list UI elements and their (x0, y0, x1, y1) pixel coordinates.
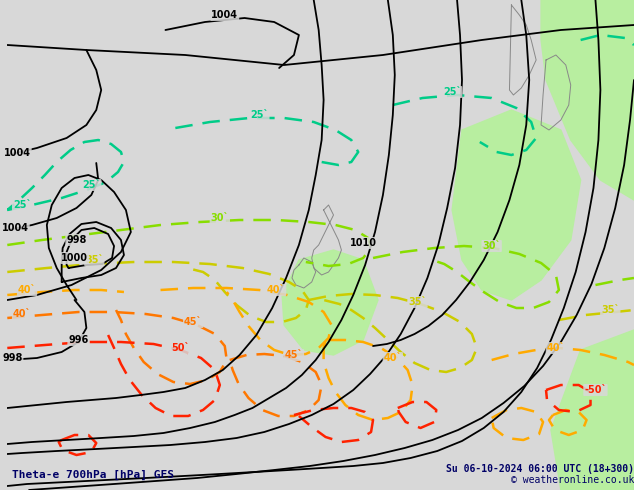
Text: 998: 998 (67, 235, 87, 245)
Text: 25`: 25` (13, 200, 31, 210)
Text: 30`: 30` (482, 241, 501, 251)
Polygon shape (282, 250, 378, 355)
Text: Su 06-10-2024 06:00 UTC (18+300): Su 06-10-2024 06:00 UTC (18+300) (446, 464, 634, 474)
Text: 50`: 50` (171, 343, 190, 353)
Text: 25`: 25` (82, 180, 101, 190)
Text: 1004: 1004 (211, 10, 238, 20)
Text: 1010: 1010 (350, 238, 377, 248)
Text: © weatheronline.co.uk: © weatheronline.co.uk (510, 475, 634, 485)
Text: 35`: 35` (85, 255, 103, 265)
Text: 1004: 1004 (4, 148, 30, 158)
Text: 45`: 45` (285, 350, 303, 360)
Polygon shape (452, 110, 581, 300)
Text: 40`: 40` (267, 285, 285, 295)
Text: -50`: -50` (585, 385, 607, 395)
Polygon shape (541, 0, 634, 200)
Text: 996: 996 (68, 335, 89, 345)
Text: 30`: 30` (210, 213, 229, 223)
Text: 40`: 40` (384, 353, 402, 363)
Text: 25`: 25` (443, 87, 462, 97)
Text: 40`: 40` (13, 309, 31, 319)
Text: Theta-e 700hPa [hPa] GFS: Theta-e 700hPa [hPa] GFS (12, 470, 174, 480)
Polygon shape (551, 330, 634, 490)
Text: 35`: 35` (408, 297, 427, 307)
Text: 35`: 35` (601, 305, 619, 315)
Text: 40`: 40` (18, 285, 36, 295)
Text: 25`: 25` (250, 110, 269, 120)
Text: 1000: 1000 (61, 253, 88, 263)
Text: 45`: 45` (184, 317, 202, 327)
Text: 40`: 40` (547, 343, 565, 353)
Text: 1004: 1004 (2, 223, 29, 233)
Text: 998: 998 (2, 353, 22, 363)
